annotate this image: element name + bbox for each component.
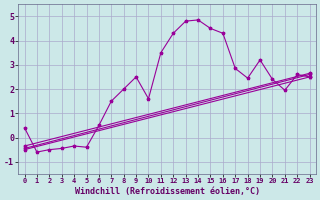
X-axis label: Windchill (Refroidissement éolien,°C): Windchill (Refroidissement éolien,°C)	[75, 187, 260, 196]
